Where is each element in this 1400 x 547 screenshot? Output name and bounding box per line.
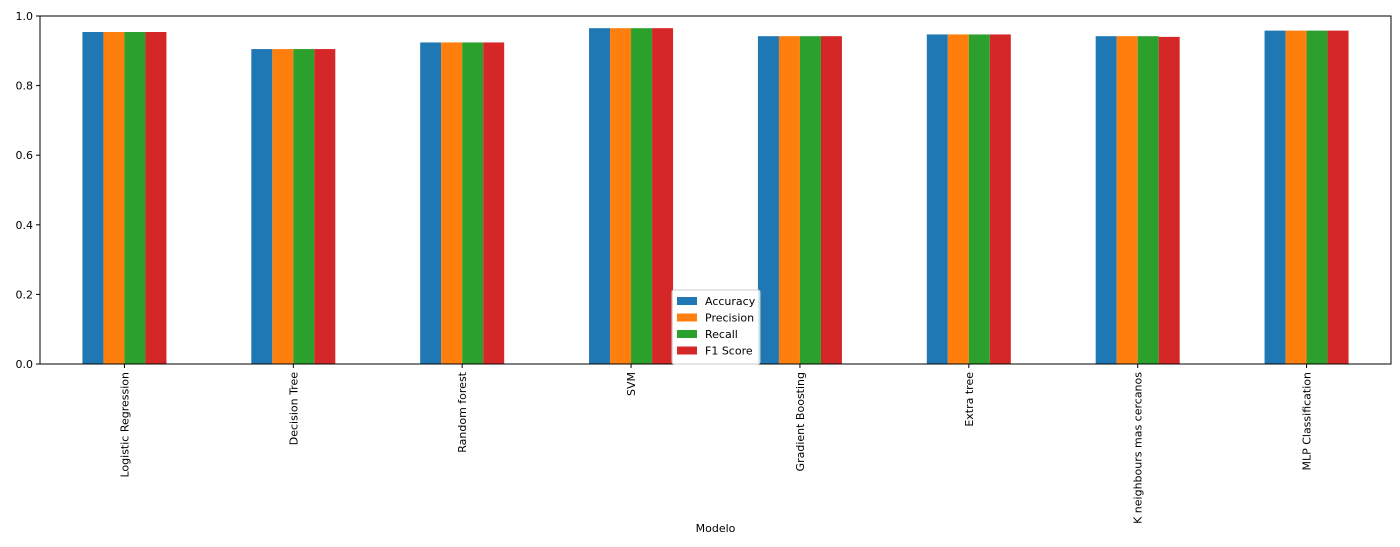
bar-precision — [272, 49, 294, 365]
bar-precision — [1116, 36, 1138, 365]
legend-swatch — [677, 346, 697, 355]
x-tick-label: MLP Classification — [1301, 372, 1314, 471]
x-axis-title: Modelo — [696, 522, 736, 535]
x-tick-label: Gradient Boosting — [794, 372, 807, 471]
x-tick-label: SVM — [625, 372, 638, 396]
bar-accuracy — [926, 34, 948, 364]
bar-f1-score — [652, 28, 674, 365]
legend-label: Recall — [705, 328, 738, 341]
bar-recall — [124, 32, 146, 365]
bar-f1-score — [145, 32, 167, 365]
bar-recall — [799, 36, 821, 365]
bar-precision — [441, 42, 463, 364]
legend-swatch — [677, 330, 697, 338]
bar-accuracy — [251, 49, 273, 365]
bar-precision — [1285, 30, 1307, 365]
x-tick-label: Extra tree — [963, 372, 976, 427]
y-axis: 0.0 0.2 0.4 0.6 0.8 1.0 — [16, 10, 40, 371]
legend-label: Precision — [705, 312, 754, 325]
x-tick-label: Random forest — [456, 371, 469, 452]
legend: Accuracy Precision Recall F1 Score — [671, 289, 761, 365]
bar-f1-score — [1327, 30, 1349, 365]
bar-accuracy — [82, 32, 104, 365]
bar-recall — [1137, 36, 1159, 365]
x-tick-label: Logistic Regression — [118, 372, 131, 478]
y-tick-label: 0.0 — [16, 358, 34, 371]
y-tick-label: 0.2 — [16, 288, 34, 301]
legend-label: Accuracy — [705, 295, 756, 308]
bar-accuracy — [1264, 30, 1286, 365]
bar-f1-score — [820, 36, 842, 365]
x-tick-label: Decision Tree — [287, 372, 300, 445]
bar-f1-score — [1158, 36, 1180, 364]
bar-accuracy — [589, 28, 611, 365]
bars-layer — [82, 28, 1349, 365]
y-tick-label: 0.8 — [16, 80, 34, 93]
bar-precision — [778, 36, 800, 365]
bar-f1-score — [989, 34, 1011, 364]
bar-recall — [968, 34, 990, 364]
bar-precision — [610, 28, 632, 365]
legend-frame — [671, 289, 761, 365]
legend-swatch — [677, 297, 697, 305]
bar-precision — [103, 32, 125, 365]
legend-label: F1 Score — [705, 345, 753, 358]
y-tick-label: 1.0 — [16, 10, 34, 23]
bar-accuracy — [420, 42, 442, 364]
y-tick-label: 0.4 — [16, 219, 34, 232]
bar-accuracy — [757, 36, 779, 365]
bar-recall — [1306, 30, 1328, 365]
x-tick-label: K neighbours mas cercanos — [1132, 372, 1145, 524]
bar-f1-score — [314, 49, 336, 365]
bar-recall — [293, 49, 315, 365]
bar-recall — [631, 28, 653, 365]
bar-recall — [462, 42, 484, 364]
bar-f1-score — [483, 42, 505, 364]
y-tick-label: 0.6 — [16, 149, 34, 162]
x-axis: Logistic Regression Decision Tree Random f… — [118, 364, 1314, 524]
bar-precision — [947, 34, 969, 364]
legend-swatch — [677, 313, 697, 322]
bar-accuracy — [1095, 36, 1117, 365]
